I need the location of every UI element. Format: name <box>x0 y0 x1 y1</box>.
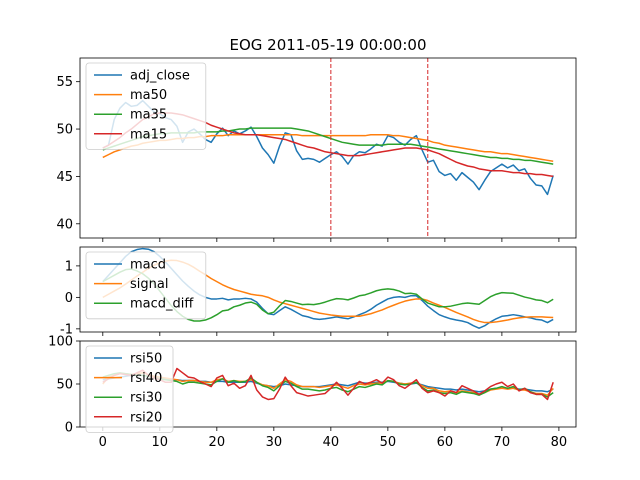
panels-layer: 40 45 50 55 adj_close ma50 ma35 ma15 -1 0 1 macd sig… <box>48 57 577 450</box>
legend-box <box>85 62 207 150</box>
legend-label-adj_close: adj_close <box>130 69 190 84</box>
legend-label-macd: macd <box>130 258 166 273</box>
panel-frame <box>79 57 577 239</box>
x-tick-label: 20 <box>209 435 226 450</box>
series-line-rsi30 <box>102 372 554 398</box>
y-tick-label: 1 <box>65 259 73 274</box>
legend-label-macd_diff: macd_diff <box>130 297 194 312</box>
panel-price: 40 45 50 55 adj_close ma50 ma35 ma15 <box>56 57 577 242</box>
x-tick-label: 60 <box>437 435 454 450</box>
panel-plot-area <box>102 367 554 401</box>
legend-macd: macd signal macd_diff <box>85 251 207 320</box>
legend-label-ma50: ma50 <box>130 88 167 103</box>
legend-price: adj_close ma50 ma35 ma15 <box>85 62 207 150</box>
y-tick-label: -1 <box>60 322 73 337</box>
x-tick-label: 0 <box>99 435 107 450</box>
legend-label-signal: signal <box>130 277 168 292</box>
legend-label-ma15: ma15 <box>130 127 167 142</box>
y-tick-label: 0 <box>65 421 73 436</box>
legend-box <box>85 345 174 433</box>
y-tick-label: 100 <box>48 335 73 350</box>
legend-rsi: rsi50 rsi40 rsi30 rsi20 <box>85 345 174 433</box>
y-tick-label: 50 <box>56 123 73 138</box>
x-tick-label: 70 <box>494 435 511 450</box>
x-tick-label: 80 <box>551 435 568 450</box>
panel-frame <box>79 246 577 333</box>
x-tick-label: 40 <box>323 435 340 450</box>
legend-label-rsi40: rsi40 <box>130 371 162 386</box>
y-tick-label: 50 <box>56 378 73 393</box>
chart-title: EOG 2011-05-19 00:00:00 <box>230 36 427 54</box>
y-tick-label: 0 <box>65 291 73 306</box>
y-tick-label: 40 <box>56 217 73 232</box>
panel-macd: -1 0 1 macd signal macd_diff <box>60 246 577 337</box>
x-tick-label: 10 <box>152 435 169 450</box>
y-tick-label: 45 <box>56 170 73 185</box>
x-tick-label: 30 <box>266 435 283 450</box>
x-tick-label: 50 <box>380 435 397 450</box>
legend-label-rsi50: rsi50 <box>130 352 162 367</box>
legend-label-rsi20: rsi20 <box>130 410 162 425</box>
series-line-rsi20 <box>102 367 554 401</box>
y-tick-label: 55 <box>56 75 73 90</box>
legend-label-rsi30: rsi30 <box>130 391 162 406</box>
legend-label-ma35: ma35 <box>130 108 167 123</box>
legend-box <box>85 251 207 320</box>
